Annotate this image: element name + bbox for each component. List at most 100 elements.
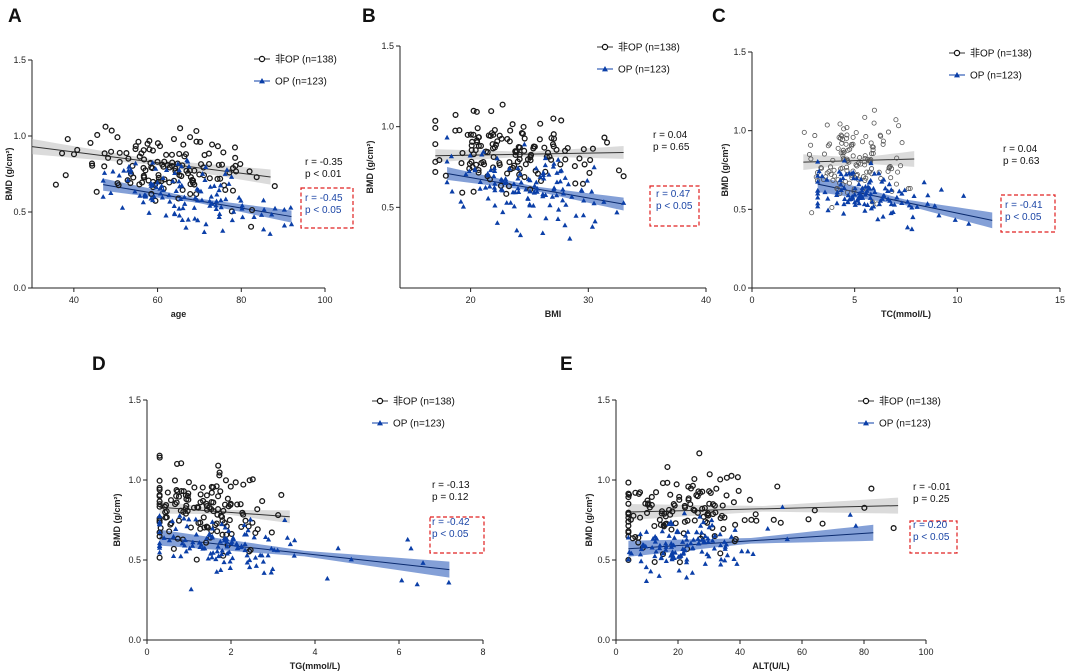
non-op-point <box>193 556 200 563</box>
op-point <box>142 193 149 199</box>
op-point <box>932 203 938 208</box>
op-point <box>158 190 164 196</box>
op-point <box>938 186 944 192</box>
non-op-point <box>101 150 108 157</box>
non-op-point <box>178 172 185 180</box>
non-op-point <box>890 525 897 532</box>
op-fit-line <box>628 532 874 550</box>
non-op-point <box>827 164 833 170</box>
op-point <box>890 209 896 215</box>
non-op-point <box>247 546 254 554</box>
y-tick-label: 0.5 <box>597 555 610 565</box>
non-op-point <box>206 160 213 168</box>
non-op-point <box>140 156 148 163</box>
stat-r-non-op: r = 0.04 <box>653 130 688 141</box>
op-point <box>601 199 607 204</box>
non-op-point <box>741 517 748 524</box>
non-op-point <box>589 145 596 152</box>
non-op-point <box>187 190 194 198</box>
non-op-point <box>203 492 210 499</box>
op-point <box>515 165 521 171</box>
non-op-point <box>819 165 825 171</box>
op-point <box>101 170 108 175</box>
op-point <box>500 209 506 215</box>
op-point <box>822 189 828 195</box>
op-point <box>224 536 230 541</box>
op-point <box>852 191 858 197</box>
op-point <box>153 184 160 190</box>
op-point <box>175 161 181 166</box>
non-op-point <box>527 151 535 158</box>
op-point <box>485 172 491 178</box>
op-point <box>171 203 177 208</box>
op-point <box>172 170 178 176</box>
y-tick-label: 0.0 <box>13 283 26 293</box>
non-op-point <box>841 126 847 132</box>
op-point <box>856 190 862 196</box>
non-op-point <box>222 477 229 484</box>
op-point <box>209 525 216 531</box>
op-point <box>137 193 143 198</box>
non-op-point <box>240 511 247 518</box>
op-point <box>157 545 163 550</box>
op-point <box>183 548 189 554</box>
non-op-point <box>191 167 198 174</box>
op-point <box>194 197 201 203</box>
y-tick-label: 1.5 <box>381 41 394 51</box>
op-point <box>663 540 669 546</box>
op-point <box>858 193 864 199</box>
non-op-point <box>162 502 170 509</box>
non-op-point <box>488 108 495 115</box>
non-op-point <box>691 507 698 514</box>
op-point <box>335 545 341 551</box>
non-op-point <box>191 484 198 491</box>
op-point <box>185 216 191 222</box>
op-point <box>652 553 658 559</box>
op-point <box>886 181 892 187</box>
op-point <box>515 185 521 191</box>
op-point <box>227 558 233 564</box>
op-point <box>653 548 659 554</box>
op-point <box>196 539 203 545</box>
op-point <box>258 212 265 217</box>
non-op-point <box>163 151 170 158</box>
non-op-point <box>252 529 259 537</box>
op-point <box>717 531 723 537</box>
op-point <box>492 187 498 193</box>
op-point <box>160 187 166 193</box>
non-op-point <box>161 158 168 165</box>
op-point <box>218 551 225 557</box>
op-point <box>203 164 209 169</box>
non-op-point <box>220 149 227 156</box>
op-point <box>856 200 862 206</box>
op-point <box>151 193 157 199</box>
stat-p-non-op: p = 0.12 <box>432 492 469 503</box>
non-op-point <box>668 526 675 533</box>
x-axis-label: age <box>171 309 187 319</box>
legend-marker-non-op <box>601 43 609 51</box>
non-op-point <box>774 483 781 490</box>
non-op-point <box>249 476 256 483</box>
non-op-point <box>195 504 202 511</box>
non-op-point <box>136 181 143 188</box>
x-tick-label: 6 <box>396 647 401 657</box>
non-op-point <box>512 148 519 155</box>
op-point <box>228 174 235 179</box>
non-op-point <box>586 169 593 176</box>
non-op-point <box>484 149 491 156</box>
op-point <box>698 523 704 528</box>
panel-letter: B <box>362 6 376 27</box>
op-point <box>887 198 893 203</box>
op-point <box>557 178 563 184</box>
non-op-point <box>825 143 831 149</box>
op-point <box>643 543 649 549</box>
op-point <box>251 534 257 540</box>
y-tick-label: 1.5 <box>13 55 26 65</box>
op-point <box>146 210 152 215</box>
op-point <box>698 529 705 535</box>
op-point <box>247 557 253 563</box>
op-point <box>659 528 665 534</box>
non-op-point <box>871 107 877 113</box>
non-op-point <box>268 529 275 536</box>
non-op-point <box>861 159 867 165</box>
